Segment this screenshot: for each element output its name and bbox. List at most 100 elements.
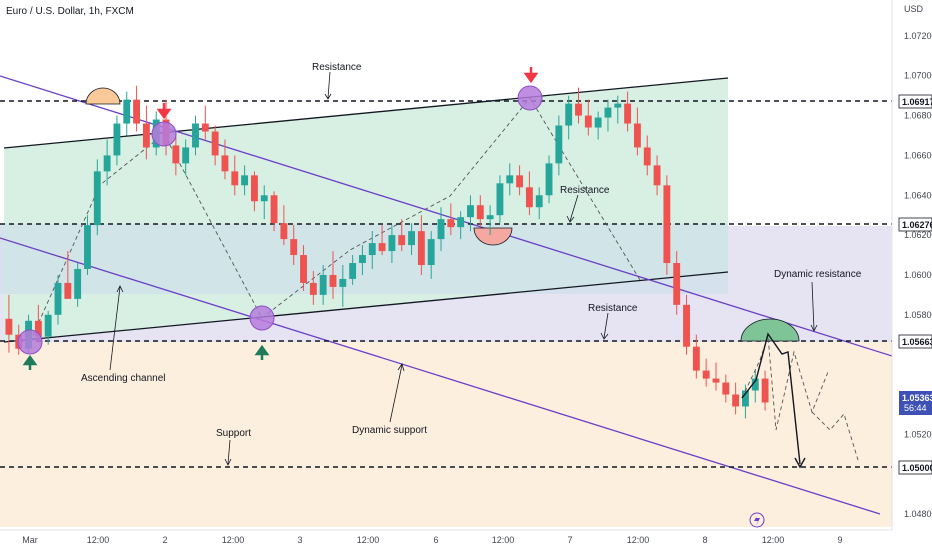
candle[interactable] bbox=[398, 235, 406, 246]
candle[interactable] bbox=[123, 99, 131, 124]
channel-upper-line[interactable] bbox=[3, 77, 729, 149]
candle[interactable] bbox=[742, 390, 749, 407]
candle[interactable] bbox=[633, 123, 641, 148]
candle[interactable] bbox=[378, 243, 386, 252]
candle[interactable] bbox=[417, 231, 425, 265]
candle[interactable] bbox=[250, 175, 258, 202]
candle[interactable] bbox=[368, 243, 376, 256]
candle[interactable] bbox=[241, 175, 249, 186]
label-resistance-top: Resistance bbox=[312, 62, 362, 73]
candle[interactable] bbox=[408, 231, 415, 246]
candle[interactable] bbox=[221, 155, 229, 172]
candle[interactable] bbox=[64, 282, 72, 299]
candle[interactable] bbox=[211, 131, 219, 156]
candle[interactable] bbox=[84, 225, 91, 269]
candle[interactable] bbox=[93, 171, 101, 226]
candle[interactable] bbox=[329, 274, 337, 287]
price-tick-label: 1.06400 bbox=[904, 190, 932, 200]
touch-marker-3[interactable] bbox=[249, 305, 275, 331]
candle[interactable] bbox=[309, 282, 317, 295]
candle[interactable] bbox=[74, 268, 82, 299]
candle[interactable] bbox=[496, 183, 504, 216]
candle[interactable] bbox=[692, 346, 700, 371]
candle[interactable] bbox=[624, 103, 632, 124]
candle[interactable] bbox=[192, 123, 199, 148]
current-price: 1.05363 bbox=[902, 393, 932, 403]
touch-marker-2[interactable] bbox=[151, 121, 177, 147]
candle[interactable] bbox=[535, 195, 543, 208]
candle[interactable] bbox=[349, 263, 357, 279]
candle[interactable] bbox=[476, 205, 484, 220]
candle[interactable] bbox=[545, 163, 553, 196]
candle[interactable] bbox=[722, 382, 730, 395]
up-arrow-icon bbox=[22, 354, 38, 370]
candle[interactable] bbox=[486, 215, 494, 220]
candle[interactable] bbox=[182, 147, 190, 164]
candle[interactable] bbox=[467, 205, 474, 218]
candle[interactable] bbox=[653, 165, 661, 186]
touch-marker-4[interactable] bbox=[517, 85, 543, 111]
candle[interactable] bbox=[54, 282, 62, 315]
pointer-dynamic-support bbox=[389, 364, 403, 423]
candle[interactable] bbox=[231, 171, 239, 186]
candle[interactable] bbox=[142, 123, 150, 148]
candle[interactable] bbox=[604, 107, 612, 118]
chart-title: Euro / U.S. Dollar, 1h, FXCM bbox=[6, 6, 134, 17]
candle[interactable] bbox=[732, 394, 740, 407]
candle[interactable] bbox=[172, 145, 180, 164]
candle[interactable] bbox=[113, 123, 121, 156]
countdown: 56:44 bbox=[904, 403, 927, 413]
candle[interactable] bbox=[260, 195, 268, 202]
candle[interactable] bbox=[447, 219, 455, 228]
candle[interactable] bbox=[290, 239, 298, 256]
candle[interactable] bbox=[673, 263, 681, 305]
candle[interactable] bbox=[663, 185, 671, 264]
candle[interactable] bbox=[751, 378, 759, 391]
candle[interactable] bbox=[516, 175, 524, 188]
price-tick-label: 1.06200 bbox=[904, 230, 932, 240]
candle[interactable] bbox=[683, 304, 690, 347]
time-tick-label: 8 bbox=[702, 535, 707, 545]
candle[interactable] bbox=[5, 318, 13, 335]
dynamic-resistance-line[interactable] bbox=[0, 75, 893, 357]
candle[interactable] bbox=[359, 255, 366, 264]
candle[interactable] bbox=[525, 187, 533, 208]
level-tag-4: 1.05000 bbox=[902, 463, 932, 473]
price-axis[interactable] bbox=[892, 0, 932, 550]
down-arrow-icon bbox=[523, 67, 539, 84]
candle[interactable] bbox=[427, 239, 435, 265]
candle[interactable] bbox=[584, 115, 592, 128]
candle[interactable] bbox=[103, 155, 111, 172]
candle[interactable] bbox=[702, 370, 710, 379]
candle[interactable] bbox=[614, 103, 622, 108]
candle[interactable] bbox=[201, 123, 209, 132]
time-tick-label: 12:00 bbox=[762, 535, 785, 545]
candle[interactable] bbox=[437, 219, 445, 240]
candle[interactable] bbox=[506, 175, 514, 184]
dynamic-support-line[interactable] bbox=[0, 237, 881, 515]
candle[interactable] bbox=[565, 103, 573, 126]
candle[interactable] bbox=[643, 147, 651, 166]
candle[interactable] bbox=[133, 99, 141, 124]
time-tick-label: 3 bbox=[297, 535, 302, 545]
touch-marker-1[interactable] bbox=[17, 329, 43, 355]
candle[interactable] bbox=[280, 223, 288, 240]
candle[interactable] bbox=[44, 314, 52, 337]
candle[interactable] bbox=[555, 125, 563, 164]
candle[interactable] bbox=[319, 274, 327, 295]
candle[interactable] bbox=[339, 278, 347, 287]
candle[interactable] bbox=[457, 217, 465, 228]
candle[interactable] bbox=[594, 117, 602, 128]
candle[interactable] bbox=[761, 378, 769, 403]
candle[interactable] bbox=[388, 235, 396, 252]
channel-lower-line[interactable] bbox=[3, 271, 729, 343]
pointer-dynamic-resistance bbox=[811, 281, 815, 331]
price-tick-label: 1.05200 bbox=[904, 429, 932, 439]
candle[interactable] bbox=[575, 103, 582, 116]
candle[interactable] bbox=[270, 195, 278, 224]
lightning-icon[interactable] bbox=[749, 512, 765, 528]
candle[interactable] bbox=[300, 255, 307, 283]
candle[interactable] bbox=[34, 320, 42, 337]
candle[interactable] bbox=[712, 378, 720, 383]
